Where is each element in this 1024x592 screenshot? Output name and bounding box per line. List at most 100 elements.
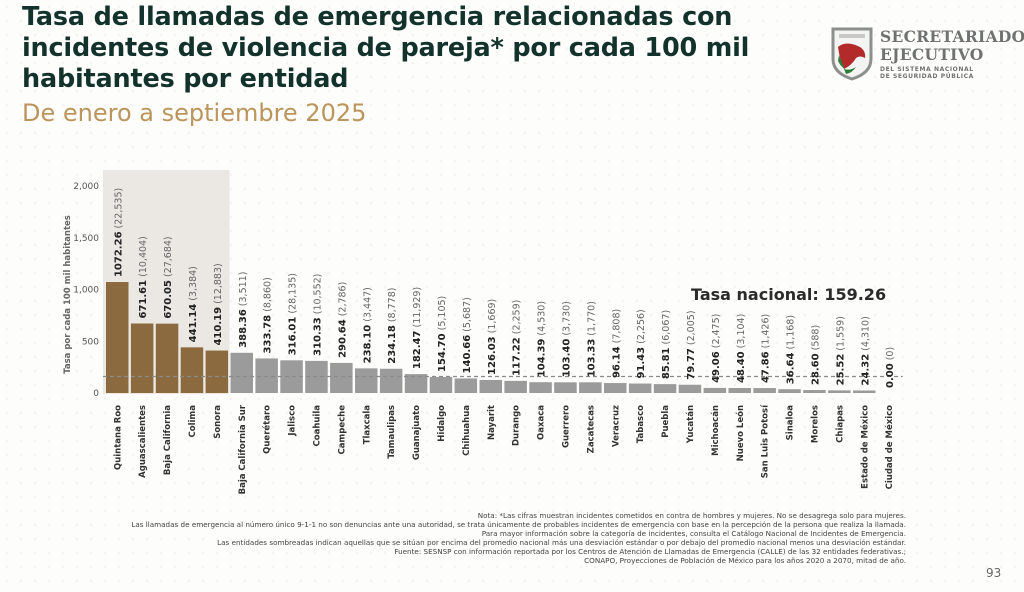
- value-label: 48.40 (3,104): [736, 314, 747, 383]
- bar-hidalgo: [429, 376, 453, 393]
- value-label: 103.40 (3,730): [561, 301, 572, 377]
- value-label: 0.00 (0): [885, 347, 896, 388]
- logo-line-2: EJECUTIVO: [880, 45, 984, 64]
- x-tick-label: Aguascalientes: [138, 405, 148, 478]
- note-line: Fuente: SESNSP con información reportada…: [394, 546, 906, 556]
- logo-line-3b: DE SEGURIDAD PÚBLICA: [880, 73, 974, 80]
- value-label: 91.43 (2,256): [636, 309, 647, 378]
- bar-durango: [504, 380, 527, 393]
- bar-puebla: [653, 384, 677, 393]
- national-rate-label: Tasa nacional: 159.26: [691, 285, 886, 304]
- x-tick-label: Puebla: [661, 405, 671, 438]
- x-tick-label: Oaxaca: [537, 405, 547, 440]
- x-tick-label: Campeche: [337, 405, 347, 455]
- value-label: 290.64 (2,786): [337, 282, 348, 358]
- bar-aguascalientes: [130, 323, 154, 393]
- bar-chiapas: [828, 390, 851, 393]
- y-axis: 0 500 1,000 1,500 2,000: [73, 182, 99, 399]
- x-tick-label: Morelos: [810, 405, 820, 443]
- x-tick-label: Tabasco: [636, 405, 646, 443]
- logo-line-3a: DEL SISTEMA NACIONAL: [880, 66, 974, 73]
- bar-baja-california: [155, 323, 179, 393]
- bar-tabasco: [628, 383, 652, 393]
- y-tick-label: 1,000: [73, 286, 99, 296]
- bar-chihuahua: [454, 378, 478, 393]
- value-label: 234.18 (8,778): [387, 288, 398, 364]
- note-line: Nota: *Las cifras muestran incidentes co…: [477, 511, 906, 520]
- bar-zacatecas: [579, 382, 602, 393]
- x-tick-label: Coahuila: [312, 405, 322, 447]
- value-label: 182.47 (11,929): [412, 287, 423, 369]
- y-tick-label: 2,000: [73, 182, 99, 192]
- bar-campeche: [330, 362, 353, 393]
- x-tick-label: Baja California Sur: [238, 404, 248, 494]
- bar-jalisco: [280, 360, 303, 393]
- bar-veracruz: [604, 383, 627, 393]
- x-tick-label: Nayarit: [487, 405, 497, 440]
- value-label: 140.66 (5,687): [462, 297, 473, 373]
- y-tick-label: 1,500: [73, 234, 99, 244]
- bar-guanajuato: [404, 374, 428, 393]
- bar-nuevo-león: [728, 387, 751, 393]
- value-label: 410.19 (12,883): [213, 263, 224, 345]
- value-label: 670.05 (27,684): [163, 236, 174, 318]
- bar-chart: 0 500 1,000 1,500 2,000 Tasa por cada 100 mi…: [63, 170, 903, 494]
- note-line: Las entidades sombreadas indican aquella…: [217, 537, 906, 547]
- bar-querétaro: [255, 358, 278, 393]
- bar-morelos: [803, 390, 826, 393]
- x-tick-label: Zacatecas: [586, 405, 596, 453]
- y-tick-label: 500: [82, 337, 99, 347]
- secretariado-logo: SECRETARIADO EJECUTIVO DEL SISTEMA NACIO…: [830, 25, 1024, 85]
- page-title: Tasa de llamadas de emergencia relaciona…: [22, 2, 750, 94]
- x-tick-label: Sinaloa: [786, 405, 796, 441]
- page-number: 93: [986, 566, 1002, 580]
- x-tick-label: Guerrero: [561, 405, 571, 448]
- value-label: 316.01 (28,135): [288, 273, 299, 355]
- x-tick-label: Baja California: [163, 405, 173, 475]
- y-tick-label: 0: [93, 389, 99, 399]
- value-label: 36.64 (1,168): [786, 315, 797, 384]
- bar-baja-california-sur: [230, 352, 253, 393]
- x-tick-label: Nuevo León: [735, 405, 746, 461]
- value-label: 25.52 (1,559): [835, 316, 846, 385]
- x-tick-label: Chihuahua: [462, 405, 472, 456]
- bar-yucatán: [678, 384, 702, 393]
- value-label: 47.86 (1,426): [761, 314, 772, 383]
- shield-icon: [831, 27, 873, 81]
- x-tick-label: San Luis Potosí: [761, 404, 771, 478]
- value-labels: 1072.26 (22,535) 671.61 (10,404) 670.05 (2…: [113, 188, 896, 388]
- note-line: Las llamadas de emergencia al número úni…: [131, 519, 906, 529]
- value-label: 154.70 (5,105): [437, 296, 448, 372]
- value-label: 388.36 (3,511): [238, 272, 249, 348]
- value-label: 103.33 (1,770): [586, 301, 597, 377]
- value-label: 85.81 (6,067): [661, 310, 672, 379]
- value-label: 28.60 (588): [810, 325, 821, 385]
- logo-line-3: DEL SISTEMA NACIONAL DE SEGURIDAD PÚBLIC…: [880, 66, 974, 80]
- footnotes: Nota: *Las cifras muestran incidentes co…: [131, 511, 906, 565]
- x-tick-label: Michoacán: [711, 405, 721, 456]
- value-label: 238.10 (3,447): [362, 287, 373, 363]
- value-label: 1072.26 (22,535): [113, 188, 124, 277]
- value-label: 441.14 (3,384): [188, 266, 199, 342]
- value-label: 117.22 (2,259): [512, 300, 523, 376]
- x-tick-label: Colima: [188, 405, 198, 438]
- bar-tlaxcala: [355, 368, 378, 393]
- value-label: 96.14 (7,808): [611, 309, 622, 378]
- bar-sinaloa: [778, 389, 801, 393]
- x-tick-label: Quintana Roo: [113, 405, 123, 470]
- y-axis-label: Tasa por cada 100 mil habitantes: [63, 215, 73, 374]
- page-subtitle: De enero a septiembre 2025: [22, 99, 367, 127]
- x-tick-label: Yucatán: [686, 405, 696, 444]
- x-tick-label: Veracruz: [611, 405, 621, 447]
- value-label: 104.39 (4,530): [537, 301, 548, 377]
- bar-oaxaca: [529, 382, 552, 393]
- x-tick-label: Tamaulipas: [387, 405, 397, 459]
- x-tick-label: Tlaxcala: [362, 405, 372, 445]
- bar-nayarit: [479, 379, 502, 393]
- bar-san-luis-potosí: [753, 388, 776, 393]
- bar-michoacán: [703, 387, 727, 393]
- value-label: 79.77 (2,005): [686, 310, 697, 379]
- bar-colima: [180, 347, 204, 393]
- value-label: 671.61 (10,404): [138, 236, 149, 318]
- x-tick-label: Hidalgo: [437, 405, 447, 442]
